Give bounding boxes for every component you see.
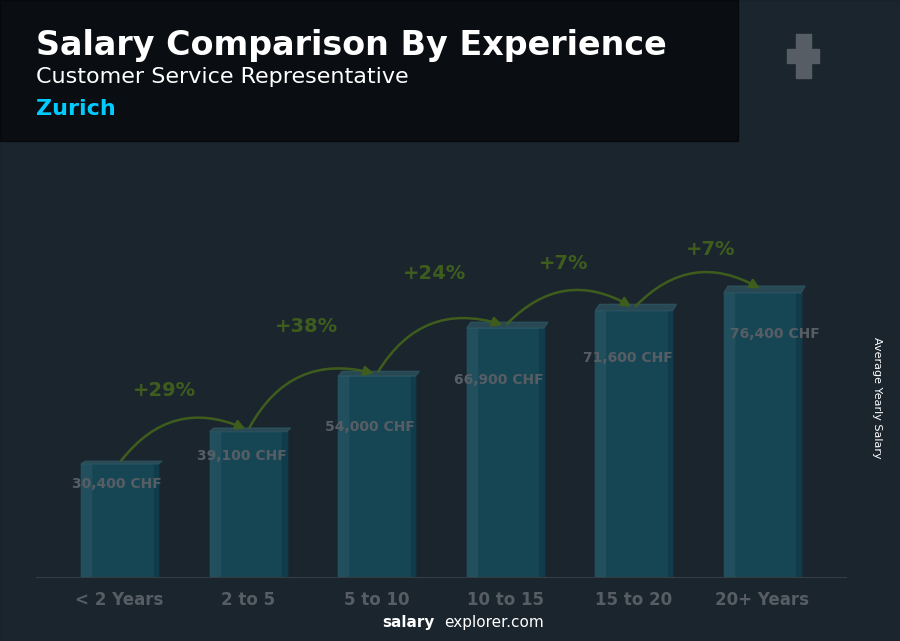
Polygon shape (81, 461, 162, 464)
Text: Average Yearly Salary: Average Yearly Salary (872, 337, 883, 458)
Bar (796, 293, 801, 577)
Bar (210, 431, 287, 577)
Text: +24%: +24% (403, 264, 466, 283)
Bar (668, 311, 672, 577)
Text: Zurich: Zurich (36, 99, 116, 119)
Text: 66,900 CHF: 66,900 CHF (454, 373, 544, 387)
Text: +7%: +7% (538, 254, 588, 274)
Bar (724, 293, 733, 577)
Bar (467, 328, 477, 577)
Polygon shape (338, 371, 419, 376)
Text: +7%: +7% (686, 240, 735, 259)
Bar (154, 464, 158, 577)
Polygon shape (595, 304, 677, 311)
Bar (539, 328, 544, 577)
Bar (338, 376, 415, 577)
Bar (796, 34, 811, 78)
Bar (467, 328, 544, 577)
Bar (410, 376, 415, 577)
Bar (81, 464, 158, 577)
Bar (787, 49, 820, 63)
Text: +38%: +38% (274, 317, 338, 336)
Bar (724, 293, 801, 577)
Text: 76,400 CHF: 76,400 CHF (731, 327, 820, 341)
Bar (595, 311, 606, 577)
Polygon shape (724, 286, 806, 293)
Text: salary: salary (382, 615, 435, 630)
Bar (338, 376, 348, 577)
Text: Customer Service Representative: Customer Service Representative (36, 67, 409, 87)
Bar (282, 431, 287, 577)
Text: 54,000 CHF: 54,000 CHF (325, 420, 415, 435)
Polygon shape (467, 322, 548, 328)
Text: +29%: +29% (133, 381, 196, 399)
Text: 30,400 CHF: 30,400 CHF (72, 478, 162, 492)
Text: Salary Comparison By Experience: Salary Comparison By Experience (36, 29, 667, 62)
Bar (81, 464, 91, 577)
Text: explorer.com: explorer.com (444, 615, 544, 630)
Text: 71,600 CHF: 71,600 CHF (582, 351, 672, 365)
Polygon shape (210, 428, 291, 431)
Bar (210, 431, 220, 577)
Text: 39,100 CHF: 39,100 CHF (197, 449, 286, 463)
Bar (595, 311, 672, 577)
